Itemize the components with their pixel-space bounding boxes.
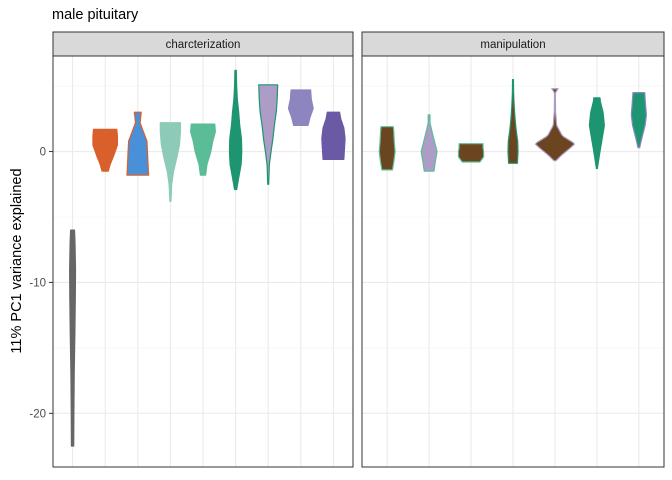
panel-violins bbox=[378, 78, 647, 172]
violin-charcterization-4 bbox=[159, 122, 182, 202]
strip-label-charcterization: charcterization bbox=[166, 39, 241, 51]
violin-manipulation-1 bbox=[378, 126, 396, 171]
violin-charcterization-9 bbox=[321, 111, 346, 160]
strip-background bbox=[361, 31, 665, 57]
y-tick-label: -10 bbox=[29, 277, 46, 289]
panel-violins bbox=[69, 69, 346, 447]
violin-manipulation-6 bbox=[588, 97, 605, 170]
violin-manipulation-2 bbox=[420, 114, 438, 172]
violin-manipulation-5 bbox=[534, 88, 575, 162]
y-tick-label: -20 bbox=[29, 408, 46, 420]
violin-charcterization-1 bbox=[69, 229, 77, 447]
violin-charcterization-5 bbox=[190, 123, 216, 176]
panel-manipulation: manipulation bbox=[361, 31, 665, 468]
violin-manipulation-3 bbox=[457, 143, 485, 163]
violin-charcterization-2 bbox=[92, 128, 118, 172]
violin-charcterization-7 bbox=[258, 84, 279, 185]
strip-background bbox=[52, 31, 354, 57]
strip-label-manipulation: manipulation bbox=[480, 39, 545, 51]
y-tick-label: 0 bbox=[40, 147, 46, 159]
panel-charcterization: charcterization bbox=[52, 31, 354, 468]
y-axis-title: 11% PC1 variance explained bbox=[9, 168, 25, 353]
violin-charcterization-6 bbox=[228, 69, 243, 191]
violin-manipulation-7 bbox=[630, 92, 647, 149]
chart-title: male pituitary bbox=[52, 7, 139, 23]
violin-charcterization-8 bbox=[287, 89, 314, 126]
violin-manipulation-4 bbox=[507, 78, 519, 164]
violin-charcterization-3 bbox=[126, 111, 150, 176]
y-axis: -20 -10 0 bbox=[29, 147, 53, 420]
